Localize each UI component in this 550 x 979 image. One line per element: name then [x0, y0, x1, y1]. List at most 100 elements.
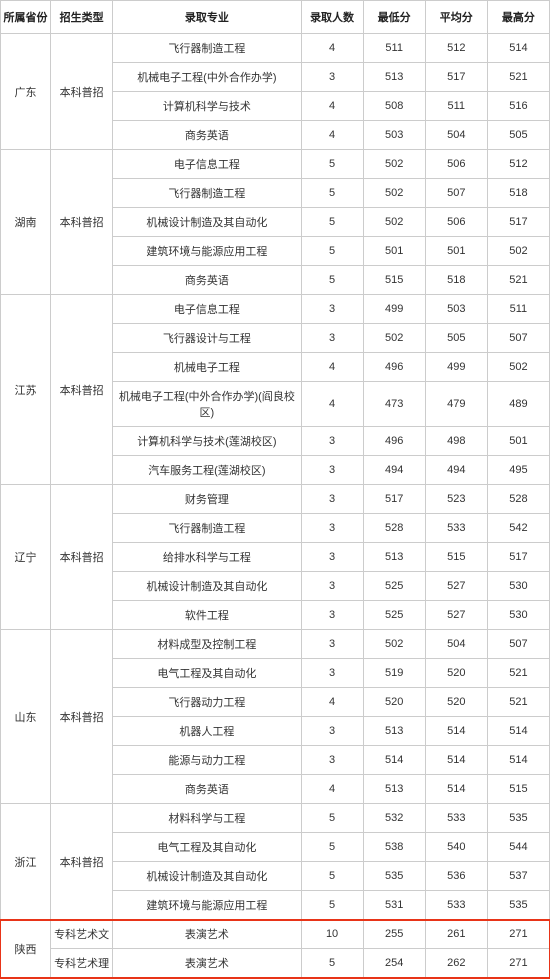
cell-major: 飞行器制造工程 — [113, 514, 301, 543]
cell-count: 3 — [301, 572, 363, 601]
cell-major: 表演艺术 — [113, 920, 301, 949]
cell-count: 5 — [301, 833, 363, 862]
cell-province: 山东 — [1, 630, 51, 804]
cell-province: 辽宁 — [1, 485, 51, 630]
cell-max: 502 — [487, 237, 549, 266]
cell-major: 电气工程及其自动化 — [113, 833, 301, 862]
cell-max: 507 — [487, 630, 549, 659]
cell-min: 502 — [363, 179, 425, 208]
cell-max: 271 — [487, 920, 549, 949]
cell-count: 3 — [301, 295, 363, 324]
cell-count: 5 — [301, 891, 363, 920]
cell-max: 530 — [487, 572, 549, 601]
cell-avg: 261 — [425, 920, 487, 949]
cell-major: 飞行器动力工程 — [113, 688, 301, 717]
cell-count: 4 — [301, 353, 363, 382]
cell-major: 计算机科学与技术 — [113, 92, 301, 121]
cell-major: 材料科学与工程 — [113, 804, 301, 833]
cell-avg: 540 — [425, 833, 487, 862]
table-row: 湖南本科普招电子信息工程5502506512 — [1, 150, 550, 179]
cell-major: 表演艺术 — [113, 949, 301, 978]
cell-avg: 507 — [425, 179, 487, 208]
table-row: 陕西专科艺术文表演艺术10255261271 — [1, 920, 550, 949]
cell-avg: 511 — [425, 92, 487, 121]
cell-max: 502 — [487, 353, 549, 382]
cell-major: 财务管理 — [113, 485, 301, 514]
cell-type: 本科普招 — [51, 150, 113, 295]
cell-major: 机器人工程 — [113, 717, 301, 746]
cell-min: 496 — [363, 353, 425, 382]
cell-max: 518 — [487, 179, 549, 208]
cell-type: 本科普招 — [51, 630, 113, 804]
table-row: 辽宁本科普招财务管理3517523528 — [1, 485, 550, 514]
cell-max: 512 — [487, 150, 549, 179]
cell-avg: 514 — [425, 775, 487, 804]
cell-avg: 499 — [425, 353, 487, 382]
cell-major: 机械设计制造及其自动化 — [113, 208, 301, 237]
cell-avg: 533 — [425, 891, 487, 920]
cell-count: 4 — [301, 34, 363, 63]
cell-count: 3 — [301, 601, 363, 630]
cell-min: 511 — [363, 34, 425, 63]
cell-max: 521 — [487, 688, 549, 717]
cell-major: 电子信息工程 — [113, 150, 301, 179]
cell-max: 511 — [487, 295, 549, 324]
cell-min: 496 — [363, 427, 425, 456]
admission-table: 所属省份 招生类型 录取专业 录取人数 最低分 平均分 最高分 广东本科普招飞行… — [0, 0, 550, 978]
header-min: 最低分 — [363, 1, 425, 34]
cell-major: 商务英语 — [113, 775, 301, 804]
cell-province: 陕西 — [1, 920, 51, 978]
cell-min: 254 — [363, 949, 425, 978]
cell-avg: 514 — [425, 746, 487, 775]
cell-type: 本科普招 — [51, 485, 113, 630]
cell-max: 514 — [487, 717, 549, 746]
cell-avg: 506 — [425, 208, 487, 237]
cell-avg: 503 — [425, 295, 487, 324]
cell-max: 521 — [487, 63, 549, 92]
cell-max: 505 — [487, 121, 549, 150]
cell-count: 3 — [301, 63, 363, 92]
cell-major: 机械设计制造及其自动化 — [113, 862, 301, 891]
cell-count: 4 — [301, 688, 363, 717]
cell-count: 10 — [301, 920, 363, 949]
cell-count: 5 — [301, 949, 363, 978]
cell-avg: 518 — [425, 266, 487, 295]
cell-avg: 536 — [425, 862, 487, 891]
cell-avg: 501 — [425, 237, 487, 266]
cell-max: 517 — [487, 543, 549, 572]
cell-count: 5 — [301, 179, 363, 208]
cell-max: 521 — [487, 659, 549, 688]
cell-avg: 498 — [425, 427, 487, 456]
cell-min: 501 — [363, 237, 425, 266]
cell-avg: 515 — [425, 543, 487, 572]
header-count: 录取人数 — [301, 1, 363, 34]
cell-avg: 504 — [425, 121, 487, 150]
cell-max: 495 — [487, 456, 549, 485]
cell-max: 521 — [487, 266, 549, 295]
cell-avg: 504 — [425, 630, 487, 659]
cell-major: 飞行器制造工程 — [113, 34, 301, 63]
cell-max: 515 — [487, 775, 549, 804]
cell-province: 广东 — [1, 34, 51, 150]
cell-avg: 262 — [425, 949, 487, 978]
cell-min: 515 — [363, 266, 425, 295]
cell-max: 530 — [487, 601, 549, 630]
cell-min: 525 — [363, 601, 425, 630]
cell-avg: 527 — [425, 572, 487, 601]
cell-major: 电气工程及其自动化 — [113, 659, 301, 688]
cell-min: 532 — [363, 804, 425, 833]
cell-count: 5 — [301, 208, 363, 237]
cell-max: 489 — [487, 382, 549, 427]
cell-count: 5 — [301, 150, 363, 179]
cell-min: 513 — [363, 543, 425, 572]
cell-min: 514 — [363, 746, 425, 775]
cell-count: 3 — [301, 485, 363, 514]
cell-major: 机械电子工程(中外合作办学) — [113, 63, 301, 92]
cell-min: 503 — [363, 121, 425, 150]
cell-max: 507 — [487, 324, 549, 353]
cell-avg: 533 — [425, 514, 487, 543]
cell-avg: 506 — [425, 150, 487, 179]
cell-avg: 523 — [425, 485, 487, 514]
cell-max: 537 — [487, 862, 549, 891]
table-row: 江苏本科普招电子信息工程3499503511 — [1, 295, 550, 324]
